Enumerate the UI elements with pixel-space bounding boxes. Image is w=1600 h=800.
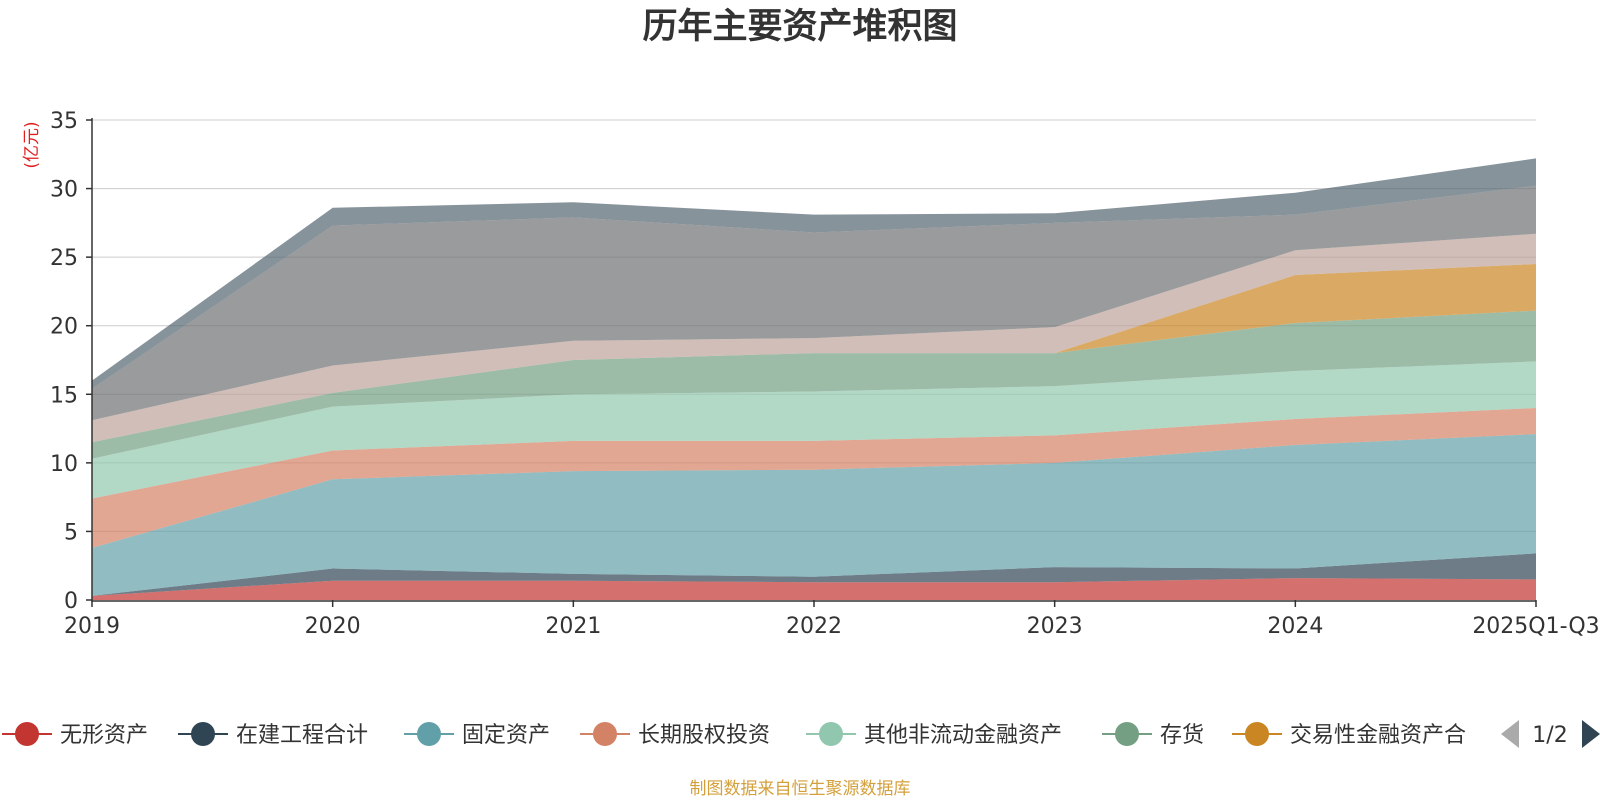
- legend-label: 无形资产: [60, 723, 148, 748]
- legend-marker: [819, 722, 843, 746]
- legend-item[interactable]: 存货: [1102, 722, 1204, 748]
- legend-item[interactable]: 长期股权投资: [580, 722, 770, 748]
- area-series-4[interactable]: [92, 361, 1536, 499]
- y-axis-unit-label: (亿元): [22, 121, 42, 168]
- area-series-2[interactable]: [92, 434, 1536, 596]
- legend-label: 存货: [1160, 723, 1204, 748]
- legend-marker: [417, 722, 441, 746]
- chart-title: 历年主要资产堆积图: [642, 7, 958, 47]
- area-series-3[interactable]: [92, 408, 1536, 548]
- triangle-left-icon[interactable]: [1501, 720, 1519, 748]
- legend-label: 其他非流动金融资产: [864, 723, 1062, 748]
- y-tick-label: 25: [50, 246, 78, 271]
- x-tick-label: 2022: [786, 614, 842, 639]
- legend-marker: [593, 722, 617, 746]
- legend: 无形资产 在建工程合计 固定资产 长期股权投资 其他非流动金融资产 存货 交易性金融资产合: [2, 722, 1466, 748]
- x-tick-label: 2025Q1-Q3: [1472, 614, 1599, 639]
- x-tick-label: 2021: [545, 614, 601, 639]
- x-tick-label: 2019: [64, 614, 120, 639]
- legend-marker: [1115, 722, 1139, 746]
- legend-item[interactable]: 无形资产: [2, 722, 148, 748]
- x-tick-label: 2020: [305, 614, 361, 639]
- y-tick-label: 10: [50, 452, 78, 477]
- y-tick-label: 15: [50, 383, 78, 408]
- legend-label: 交易性金融资产合: [1290, 723, 1466, 748]
- area-series-7[interactable]: [92, 233, 1536, 443]
- area-series-9[interactable]: [92, 158, 1536, 389]
- legend-item[interactable]: 固定资产: [404, 722, 550, 748]
- triangle-right-icon[interactable]: [1582, 720, 1600, 748]
- y-tick-label: 35: [50, 109, 78, 134]
- x-axis-ticks: 2019 2020 2021 2022 2023 2024 2025Q1-Q3: [64, 600, 1600, 639]
- y-tick-label: 5: [64, 520, 78, 545]
- area-series-8[interactable]: [92, 185, 1536, 421]
- legend-label: 固定资产: [462, 723, 550, 748]
- legend-pager: 1/2: [1501, 720, 1600, 748]
- legend-marker: [191, 722, 215, 746]
- x-tick-label: 2024: [1267, 614, 1323, 639]
- y-tick-label: 20: [50, 315, 78, 340]
- y-axis-ticks: 0 5 10 15 20 25 30 35: [50, 109, 92, 614]
- area-series-6[interactable]: [92, 264, 1536, 443]
- area-series-1[interactable]: [92, 553, 1536, 596]
- stacked-areas: [92, 158, 1536, 600]
- legend-item[interactable]: 在建工程合计: [178, 722, 368, 748]
- source-note: 制图数据来自恒生聚源数据库: [689, 779, 911, 799]
- legend-marker: [1245, 722, 1269, 746]
- y-tick-label: 0: [64, 589, 78, 614]
- legend-label: 在建工程合计: [236, 723, 368, 748]
- legend-page-indicator: 1/2: [1532, 723, 1567, 748]
- legend-label: 长期股权投资: [638, 723, 770, 748]
- legend-item[interactable]: 其他非流动金融资产: [806, 722, 1062, 748]
- legend-item[interactable]: 交易性金融资产合: [1232, 722, 1466, 748]
- legend-marker: [15, 722, 39, 746]
- area-series-0[interactable]: [92, 578, 1536, 600]
- area-series-5[interactable]: [92, 310, 1536, 459]
- x-tick-label: 2023: [1027, 614, 1083, 639]
- y-tick-label: 30: [50, 178, 78, 203]
